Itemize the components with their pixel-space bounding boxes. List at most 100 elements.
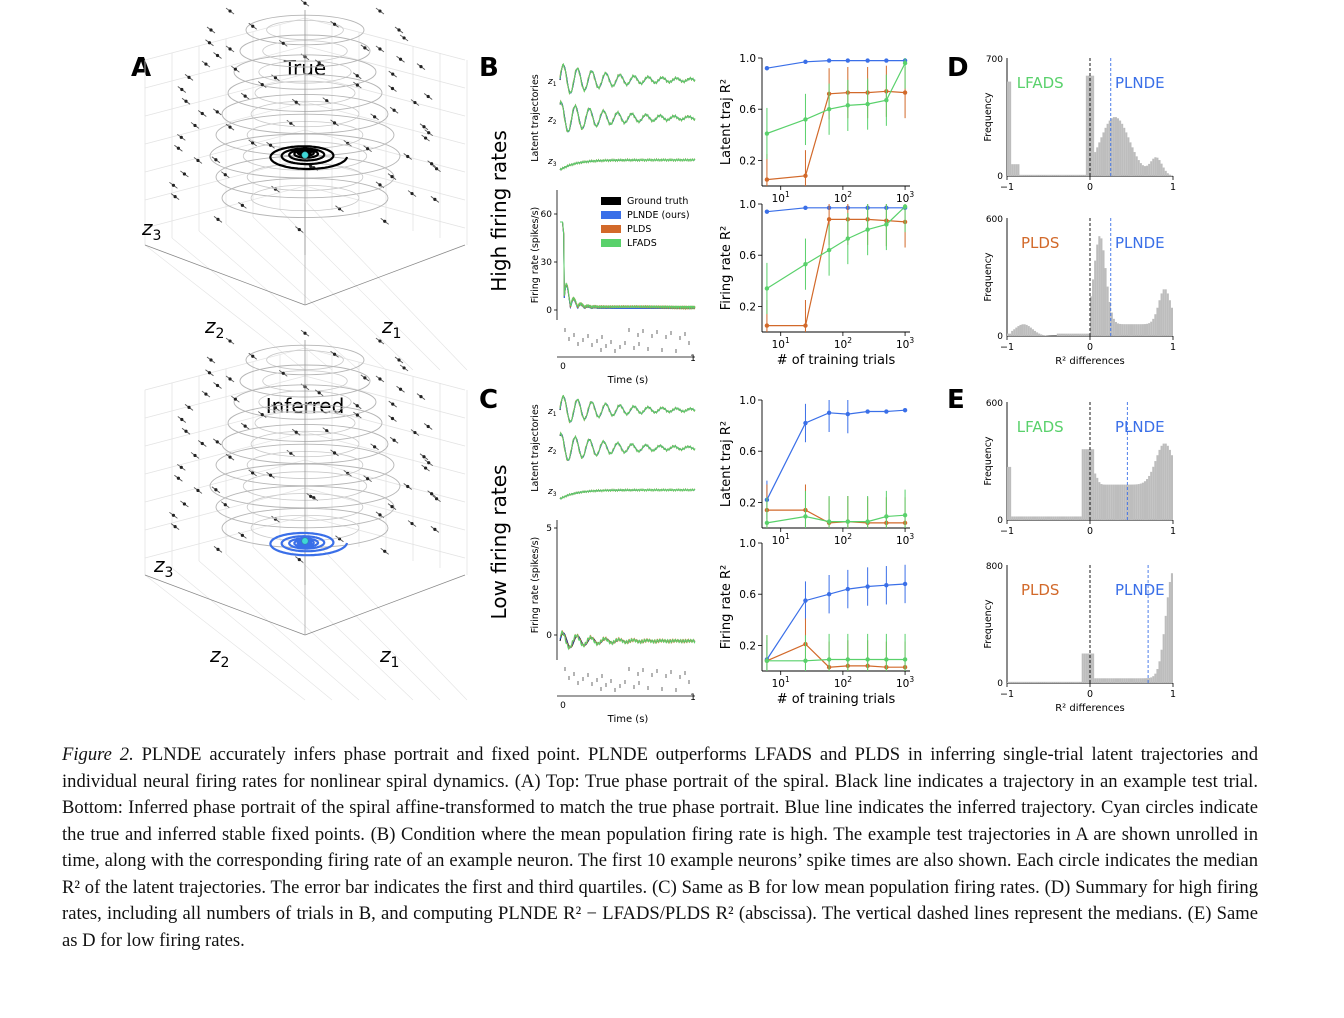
flow-dot <box>180 417 184 422</box>
hist-bar <box>1104 268 1107 336</box>
firing-ylabel: Firing rate (spikes/s) <box>530 207 541 303</box>
time-tick-1: 1 <box>690 354 696 364</box>
r2-xtick-exp: 1 <box>785 532 790 541</box>
hist-bar <box>1033 516 1037 520</box>
flow-dot <box>294 100 298 104</box>
hist-bar <box>1112 484 1115 520</box>
hist-bar <box>1170 573 1173 683</box>
flow-dot <box>223 173 227 177</box>
hist-xtick-label: −1 <box>1000 182 1014 193</box>
flow-dot <box>187 75 191 79</box>
r2-point <box>845 586 851 592</box>
r2-point <box>902 581 908 587</box>
flow-dot <box>196 158 200 163</box>
hist-bar <box>1011 681 1014 683</box>
hist-bar <box>1063 174 1066 176</box>
hist-bar <box>1042 516 1045 520</box>
hist-bar <box>1071 174 1074 176</box>
latent-row-sub: 2 <box>553 449 557 456</box>
flow-dot <box>423 466 428 470</box>
hist-bar <box>1048 516 1051 520</box>
hist-bar <box>1123 324 1126 336</box>
hist-bar <box>1164 443 1167 520</box>
hist-bar <box>1031 329 1034 336</box>
flow-dot <box>366 147 370 151</box>
grid-line <box>304 17 466 61</box>
hist-bar <box>1162 634 1165 683</box>
hist-ymax: 700 <box>986 55 1003 65</box>
grid-line <box>144 101 306 145</box>
r2-point <box>803 323 808 328</box>
grid-line <box>252 216 414 371</box>
hist-bar <box>1019 516 1022 520</box>
hist-bar <box>1098 678 1101 683</box>
trajectory-spiral <box>269 531 349 557</box>
latent-row-label: z3 <box>547 157 557 168</box>
r2-xtick-exp: 3 <box>909 675 914 684</box>
hist-bar <box>1056 333 1059 336</box>
hist-bar <box>1067 333 1070 336</box>
flow-dot <box>355 413 359 417</box>
hist-bar <box>1029 174 1032 176</box>
flow-dot <box>171 183 176 187</box>
hist-bar <box>1106 123 1109 176</box>
flow-dot <box>309 164 313 169</box>
latent-trace <box>559 489 695 500</box>
flow-dot <box>423 136 428 140</box>
flow-dot <box>281 371 285 375</box>
hist-ylabel: Frequency <box>983 599 994 648</box>
hist-bar <box>1033 174 1037 176</box>
r2-xtick-label: 101 <box>772 532 790 547</box>
hist-bar <box>1081 449 1084 520</box>
hist-xtick-label: 0 <box>1087 689 1093 700</box>
r2-point <box>764 323 770 328</box>
hist-bar <box>1146 479 1149 520</box>
hist-bar <box>1027 174 1030 176</box>
hist-bar <box>1139 163 1142 176</box>
hist-bar <box>1038 516 1041 520</box>
hist-bar <box>1141 324 1144 336</box>
hist-bar <box>1156 455 1159 520</box>
hist-bar <box>1096 147 1099 176</box>
hist-bar <box>1092 449 1095 520</box>
hist-bar <box>1131 484 1134 520</box>
flow-dot <box>215 110 219 114</box>
flow-dot <box>378 339 382 343</box>
latent-row-label: z2 <box>547 115 557 126</box>
firing-ytick-label: 0 <box>546 306 552 316</box>
hist-bar <box>1160 649 1163 683</box>
hist-bar <box>1108 301 1111 336</box>
hist-bar <box>1098 482 1101 520</box>
hist-bar <box>1052 174 1055 176</box>
r2-xtick-label: 103 <box>896 675 914 690</box>
grid-line <box>144 244 306 371</box>
flow-dot <box>289 451 293 455</box>
hist-bar <box>1050 681 1053 683</box>
grid-line <box>144 431 306 475</box>
hist-bar <box>1025 681 1028 683</box>
flow-dot <box>317 61 321 65</box>
hist-bar <box>1042 681 1045 683</box>
r2-line <box>766 60 906 69</box>
flow-dot <box>397 28 401 32</box>
hist-bar <box>1131 678 1134 683</box>
hist-bar <box>1096 678 1099 683</box>
hist-bar <box>1137 484 1140 520</box>
flow-dot <box>430 162 434 166</box>
hist-bar <box>1050 174 1053 176</box>
time-tick-1: 1 <box>690 693 696 703</box>
hist-bar <box>1031 516 1034 520</box>
hist-bar <box>1123 484 1126 520</box>
hist-bar <box>1040 174 1043 176</box>
hist-bar <box>1150 321 1153 336</box>
hist-bar <box>1131 324 1134 336</box>
r2-point <box>865 101 870 107</box>
flow-dot <box>366 477 370 481</box>
hist-bar <box>1133 152 1136 176</box>
hist-bar <box>1023 174 1026 176</box>
hist-bar <box>1110 678 1113 683</box>
time-xlabel: Time (s) <box>607 375 649 386</box>
r2-xtick-exp: 2 <box>847 532 852 541</box>
flow-dot <box>204 392 208 396</box>
hist-bar <box>1156 669 1159 683</box>
